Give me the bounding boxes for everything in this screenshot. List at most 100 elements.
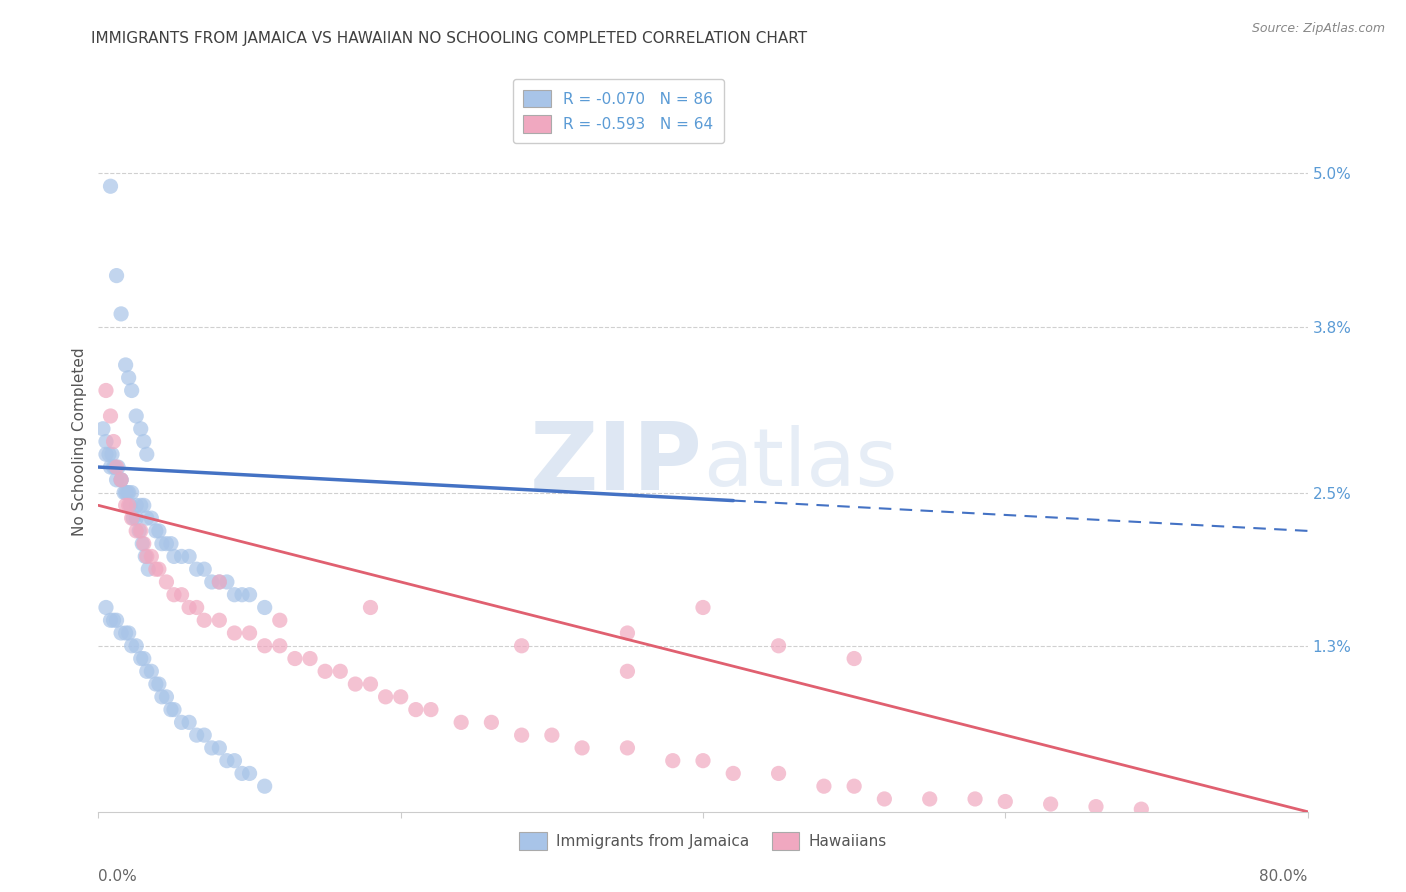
Point — [121, 511, 143, 525]
Point — [253, 779, 276, 793]
Point — [125, 409, 148, 423]
Point — [101, 447, 124, 461]
Point — [201, 574, 224, 589]
Point — [118, 485, 141, 500]
Point — [170, 715, 193, 730]
Point — [661, 754, 683, 768]
Point — [125, 511, 148, 525]
Point — [616, 626, 638, 640]
Point — [450, 715, 472, 730]
Point — [193, 562, 215, 576]
Point — [224, 754, 246, 768]
Point — [94, 600, 117, 615]
Point — [360, 677, 382, 691]
Point — [186, 728, 208, 742]
Point — [692, 754, 714, 768]
Point — [239, 588, 262, 602]
Point — [231, 588, 253, 602]
Point — [134, 549, 156, 564]
Point — [269, 613, 291, 627]
Point — [193, 728, 215, 742]
Text: 80.0%: 80.0% — [1260, 869, 1308, 884]
Point — [170, 588, 193, 602]
Point — [148, 524, 170, 538]
Point — [115, 485, 138, 500]
Point — [121, 639, 143, 653]
Point — [253, 639, 276, 653]
Point — [100, 179, 122, 194]
Point — [141, 511, 163, 525]
Point — [420, 703, 443, 717]
Point — [150, 690, 173, 704]
Point — [994, 795, 1017, 809]
Point — [122, 511, 145, 525]
Point — [110, 473, 132, 487]
Point — [186, 562, 208, 576]
Point — [299, 651, 322, 665]
Point — [269, 639, 291, 653]
Point — [121, 485, 143, 500]
Point — [114, 499, 136, 513]
Point — [179, 549, 201, 564]
Point — [692, 600, 714, 615]
Point — [208, 740, 231, 755]
Point — [105, 268, 128, 283]
Point — [100, 409, 122, 423]
Point — [118, 626, 141, 640]
Text: 0.0%: 0.0% — [98, 869, 138, 884]
Point — [141, 549, 163, 564]
Point — [125, 499, 148, 513]
Point — [844, 651, 866, 665]
Point — [132, 651, 155, 665]
Point — [135, 549, 157, 564]
Point — [132, 434, 155, 449]
Point — [103, 434, 125, 449]
Point — [132, 499, 155, 513]
Point — [94, 434, 117, 449]
Point — [224, 588, 246, 602]
Point — [208, 613, 231, 627]
Point — [208, 574, 231, 589]
Text: ZIP: ZIP — [530, 417, 703, 509]
Point — [118, 499, 141, 513]
Point — [94, 384, 117, 398]
Point — [105, 460, 128, 475]
Point — [98, 447, 121, 461]
Point — [314, 665, 336, 679]
Point — [616, 740, 638, 755]
Point — [239, 626, 262, 640]
Point — [965, 792, 987, 806]
Point — [141, 665, 163, 679]
Point — [104, 460, 127, 475]
Point — [571, 740, 593, 755]
Point — [129, 422, 152, 436]
Point — [100, 613, 122, 627]
Point — [163, 549, 186, 564]
Point — [131, 536, 153, 550]
Point — [114, 485, 136, 500]
Point — [150, 536, 173, 550]
Point — [1039, 797, 1062, 811]
Point — [360, 600, 382, 615]
Point — [128, 524, 150, 538]
Point — [110, 307, 132, 321]
Point — [145, 524, 167, 538]
Text: IMMIGRANTS FROM JAMAICA VS HAWAIIAN NO SCHOOLING COMPLETED CORRELATION CHART: IMMIGRANTS FROM JAMAICA VS HAWAIIAN NO S… — [91, 31, 807, 46]
Point — [103, 460, 125, 475]
Point — [1085, 799, 1108, 814]
Point — [100, 460, 122, 475]
Point — [329, 665, 352, 679]
Point — [510, 639, 533, 653]
Point — [91, 422, 114, 436]
Point — [118, 370, 141, 384]
Point — [284, 651, 307, 665]
Point — [129, 499, 152, 513]
Point — [94, 447, 117, 461]
Point — [107, 460, 129, 475]
Point — [110, 473, 132, 487]
Point — [1130, 802, 1153, 816]
Point — [723, 766, 745, 780]
Y-axis label: No Schooling Completed: No Schooling Completed — [72, 347, 87, 536]
Point — [540, 728, 562, 742]
Point — [170, 549, 193, 564]
